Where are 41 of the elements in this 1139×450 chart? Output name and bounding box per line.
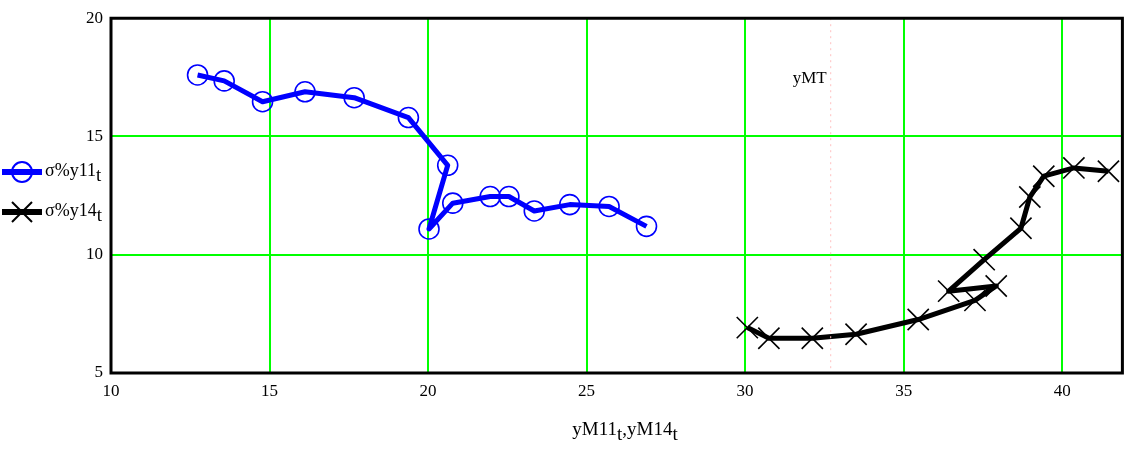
point [498,185,520,208]
x-tick-label: 40 [1053,380,1071,400]
point [972,248,996,272]
point [984,274,1008,298]
x-tick-label: 10 [102,380,120,400]
y-tick-label: 5 [94,362,103,382]
point [963,288,987,312]
point [343,86,365,109]
point [418,218,440,240]
point [436,154,459,177]
ref-line-label: yMT [792,67,828,87]
point [213,70,235,92]
point [294,80,316,103]
point [186,64,209,86]
point [735,316,759,339]
point [251,90,274,113]
point [1032,164,1056,188]
point [906,308,930,331]
point [523,200,546,222]
point [757,326,781,350]
point [1062,156,1086,180]
point [397,106,420,129]
x-tick-label: 35 [895,380,913,400]
y-tick-label: 20 [86,7,103,27]
point [479,185,501,208]
x-tick-label: 25 [578,380,596,400]
point [441,192,464,214]
x-tick-label: 20 [419,380,437,400]
y-tick-label: 10 [86,244,103,264]
point [800,326,824,350]
point [844,322,868,346]
x-tick-label: 30 [736,380,754,400]
point [937,279,961,303]
point [1009,216,1033,240]
x-tick-label: 15 [261,380,279,400]
point [598,195,620,218]
point [1018,185,1042,209]
point [635,215,658,238]
y-tick-label: 15 [86,125,103,145]
point [558,193,581,216]
point [1097,159,1120,183]
